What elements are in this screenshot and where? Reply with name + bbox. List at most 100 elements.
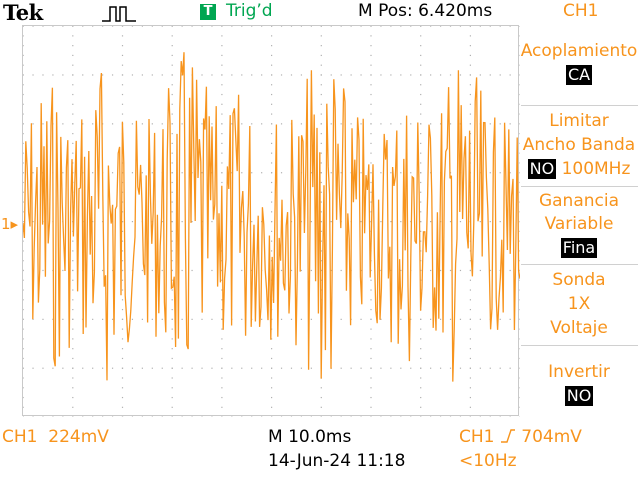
grid-dot [201, 367, 203, 369]
grid-dot [519, 54, 520, 57]
grid-dot [469, 289, 471, 291]
grid-dot [420, 396, 422, 399]
grid-dot [23, 123, 24, 125]
grid-dot [241, 26, 243, 27]
grid-dot [271, 93, 273, 96]
menu-sonda-label2[interactable]: 1X [567, 294, 591, 314]
grid-dot [420, 387, 422, 389]
grid-dot [469, 54, 471, 57]
grid-dot [509, 367, 511, 369]
grid-dot [171, 35, 173, 37]
menu-ganancia-label2[interactable]: Variable [544, 214, 614, 234]
grid-dot [271, 240, 273, 242]
grid-dot [400, 416, 402, 417]
menu-ganancia-label1[interactable]: Ganancia [538, 191, 620, 211]
grid-dot [102, 269, 104, 272]
grid-dot [420, 152, 422, 154]
grid-dot [459, 367, 462, 369]
grid-dot [370, 416, 372, 417]
menu-limitar-label2[interactable]: Ancho Banda [522, 135, 636, 155]
grid-dot [519, 289, 520, 291]
grid-dot [370, 142, 372, 144]
grid-dot [23, 260, 24, 262]
grid-dot [340, 416, 342, 417]
grid-dot [271, 348, 273, 350]
grid-dot [320, 172, 322, 174]
grid-dot [410, 74, 412, 76]
grid-dot [280, 74, 283, 76]
grid-dot [191, 318, 193, 320]
grid-dot [23, 221, 24, 223]
grid-dot [271, 181, 273, 184]
grid-dot [420, 221, 422, 223]
grid-dot [23, 26, 24, 27]
grid-dot [459, 318, 462, 320]
grid-dot [171, 387, 173, 389]
grid-dot [261, 416, 263, 417]
grid-dot [32, 26, 34, 27]
grid-dot [221, 308, 223, 311]
grid-dot [171, 113, 173, 115]
menu-sonda-label3[interactable]: Voltaje [550, 318, 608, 338]
grid-dot [92, 416, 94, 417]
grid-dot [271, 416, 273, 417]
grid-dot [111, 367, 114, 369]
grid-dot [519, 93, 520, 96]
grid-dot [221, 338, 223, 340]
grid-dot [489, 123, 491, 125]
menu-invertir-value[interactable]: NO [519, 386, 639, 406]
grid-dot [489, 367, 491, 369]
grid-dot [171, 269, 173, 272]
grid-dot [23, 406, 24, 408]
menu-acoplamiento-value[interactable]: CA [519, 65, 639, 85]
grid-dot [181, 26, 183, 27]
grid-dot [231, 123, 233, 125]
grid-dot [519, 26, 520, 27]
grid-dot [330, 26, 332, 27]
grid-dot [370, 26, 372, 27]
grid-dot [400, 74, 402, 76]
menu-sonda-label1[interactable]: Sonda [552, 270, 606, 290]
grid-dot [499, 172, 501, 174]
grid-dot [360, 74, 362, 76]
grid-dot [489, 26, 491, 27]
grid-dot [62, 269, 64, 272]
grid-dot [52, 26, 54, 27]
grid-dot [400, 26, 402, 27]
grid-dot [310, 26, 312, 27]
grid-dot [231, 367, 233, 369]
grid-dot [171, 357, 173, 360]
grid-dot [251, 367, 253, 369]
grid-dot [519, 181, 520, 184]
grid-dot [300, 74, 303, 76]
menu-limitar-value[interactable]: NO 100MHz [519, 159, 639, 179]
grid-dot [420, 211, 422, 213]
grid-dot [72, 308, 74, 311]
menu-limitar-label1[interactable]: Limitar [549, 111, 609, 131]
grid-dot [221, 133, 223, 135]
invert-value: NO [564, 386, 594, 406]
grid-dot [320, 230, 322, 232]
menu-invertir-label[interactable]: Invertir [548, 362, 610, 382]
grid-dot [211, 416, 213, 417]
grid-dot [469, 45, 471, 47]
grid-dot [121, 93, 124, 96]
menu-separator [521, 186, 638, 187]
menu-ganancia-value[interactable]: Fina [519, 238, 639, 258]
grid-dot [251, 26, 253, 27]
grid-dot [400, 221, 402, 223]
grid-dot [171, 318, 173, 320]
grid-dot [430, 269, 432, 272]
menu-acoplamiento-label[interactable]: Acoplamiento [520, 41, 638, 61]
grid-dot [320, 416, 322, 417]
grid-dot [469, 26, 471, 27]
grid-dot [340, 26, 342, 27]
grid-dot [241, 416, 243, 417]
grid-dot [280, 416, 283, 417]
grid-dot [141, 172, 143, 174]
grid-dot [171, 416, 173, 417]
grid-dot [370, 308, 372, 311]
grid-dot [420, 54, 422, 57]
grid-dot [370, 387, 372, 389]
grid-dot [171, 396, 173, 399]
